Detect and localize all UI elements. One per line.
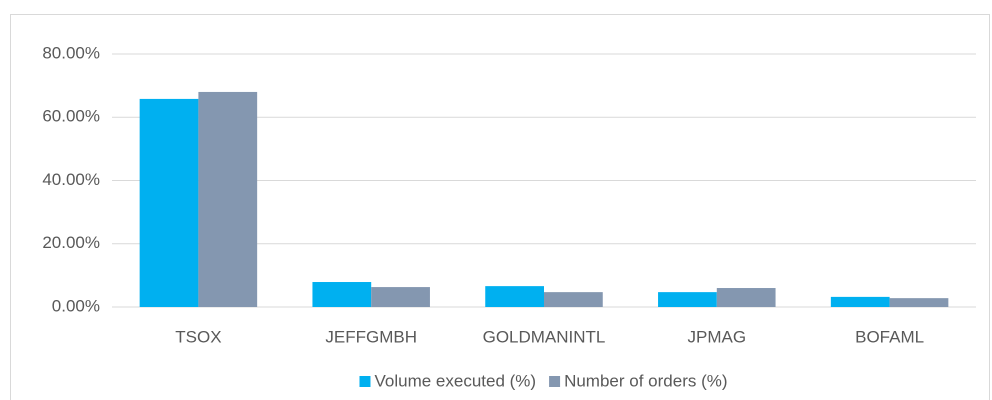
x-tick-label: JEFFGMBH — [325, 327, 417, 346]
bar — [139, 98, 199, 307]
bar — [716, 288, 776, 307]
x-tick-label: JPMAG — [688, 327, 747, 346]
bar — [889, 298, 949, 307]
bar — [544, 292, 603, 307]
bar — [658, 292, 717, 307]
legend-swatch — [359, 376, 371, 387]
x-tick-label: GOLDMANINTL — [483, 327, 606, 346]
x-tick-label: TSOX — [175, 327, 221, 346]
legend-label: Number of orders (%) — [564, 371, 727, 390]
legend-label: Volume executed (%) — [374, 371, 536, 390]
y-tick-label: 40.00% — [42, 170, 100, 189]
x-tick-label: BOFAML — [855, 327, 924, 346]
bar — [312, 282, 372, 307]
y-tick-label: 20.00% — [42, 233, 100, 252]
bar — [198, 91, 258, 307]
y-tick-label: 0.00% — [52, 296, 100, 315]
legend-swatch — [549, 376, 561, 387]
bar — [485, 286, 544, 307]
y-tick-label: 80.00% — [42, 43, 100, 62]
bar — [830, 296, 890, 307]
bar — [371, 287, 430, 307]
y-tick-label: 60.00% — [42, 107, 100, 126]
